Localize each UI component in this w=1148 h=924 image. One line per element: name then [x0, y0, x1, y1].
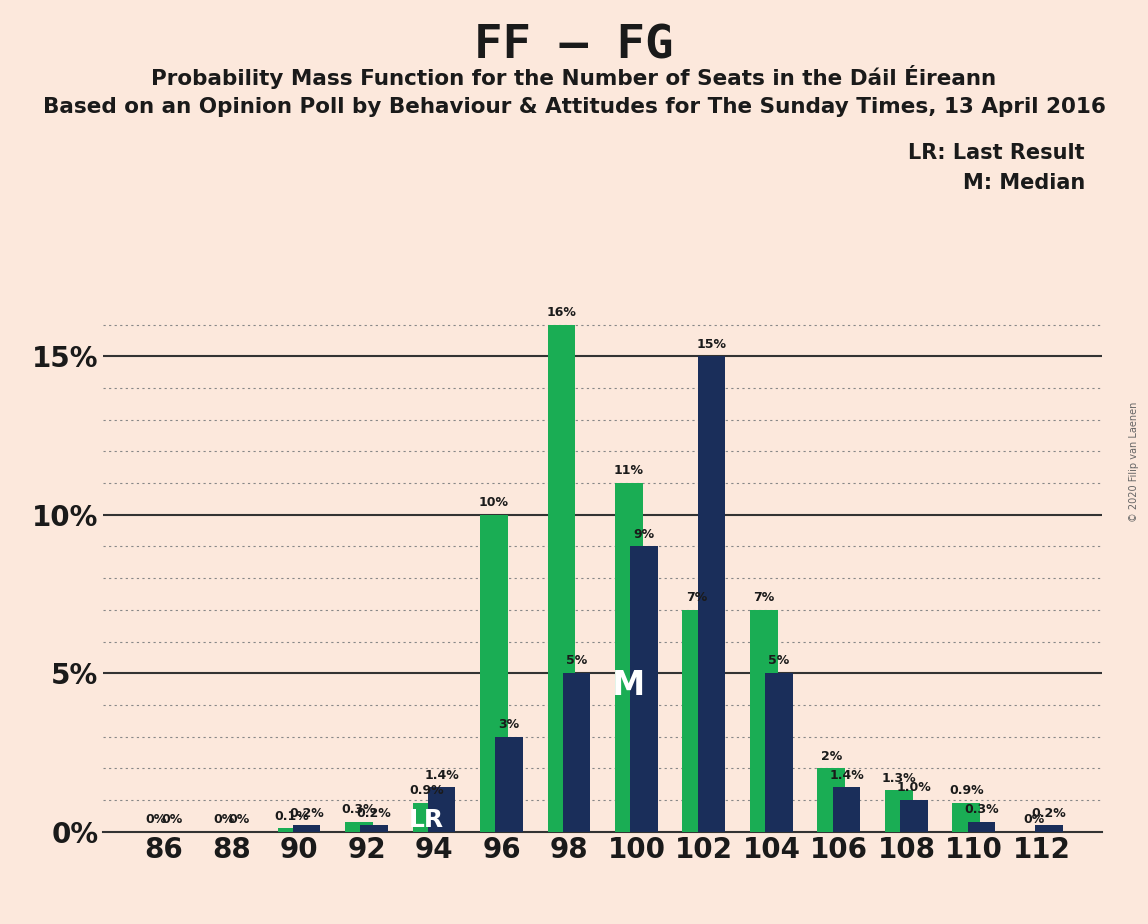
Text: 1.3%: 1.3% [882, 772, 916, 784]
Bar [615, 483, 643, 832]
Bar [750, 610, 777, 832]
Bar [293, 825, 320, 832]
Bar [495, 736, 522, 832]
Text: 5%: 5% [566, 654, 587, 667]
Text: 10%: 10% [479, 496, 509, 509]
Text: 5%: 5% [768, 654, 790, 667]
Text: 7%: 7% [685, 591, 707, 604]
Bar [698, 357, 726, 832]
Bar [766, 674, 793, 832]
Bar [563, 674, 590, 832]
Bar [953, 803, 980, 832]
Bar [832, 787, 860, 832]
Bar [900, 800, 928, 832]
Text: 0%: 0% [214, 813, 234, 826]
Text: M: Median: M: Median [963, 173, 1085, 193]
Text: 0.9%: 0.9% [409, 784, 444, 797]
Text: FF – FG: FF – FG [474, 23, 674, 68]
Text: 0.1%: 0.1% [274, 809, 309, 822]
Bar [360, 825, 388, 832]
Bar [428, 787, 456, 832]
Bar [548, 324, 575, 832]
Bar [346, 822, 373, 832]
Text: 2%: 2% [821, 749, 841, 762]
Text: 15%: 15% [697, 337, 727, 351]
Text: M: M [612, 669, 645, 701]
Bar [412, 803, 440, 832]
Text: 11%: 11% [614, 465, 644, 478]
Bar [480, 515, 507, 832]
Text: LR: LR [409, 808, 444, 832]
Text: 9%: 9% [634, 528, 654, 541]
Text: 0.2%: 0.2% [289, 807, 324, 820]
Text: 1.4%: 1.4% [829, 769, 863, 782]
Text: LR: Last Result: LR: Last Result [908, 143, 1085, 164]
Text: 7%: 7% [753, 591, 775, 604]
Text: 1.4%: 1.4% [425, 769, 459, 782]
Text: Probability Mass Function for the Number of Seats in the Dáil Éireann: Probability Mass Function for the Number… [152, 65, 996, 89]
Text: 3%: 3% [498, 718, 520, 731]
Bar [630, 546, 658, 832]
Text: 0.3%: 0.3% [342, 803, 377, 817]
Bar [1035, 825, 1063, 832]
Bar [885, 790, 913, 832]
Bar [278, 829, 305, 832]
Bar [968, 822, 995, 832]
Text: 16%: 16% [546, 306, 576, 319]
Text: Based on an Opinion Poll by Behaviour & Attitudes for The Sunday Times, 13 April: Based on an Opinion Poll by Behaviour & … [42, 97, 1106, 117]
Bar [817, 768, 845, 832]
Text: © 2020 Filip van Laenen: © 2020 Filip van Laenen [1128, 402, 1139, 522]
Text: 0%: 0% [161, 813, 183, 826]
Text: 1.0%: 1.0% [897, 781, 931, 795]
Text: 0.3%: 0.3% [964, 803, 999, 817]
Text: 0%: 0% [1023, 813, 1045, 826]
Text: 0.2%: 0.2% [357, 807, 391, 820]
Text: 0.2%: 0.2% [1032, 807, 1066, 820]
Text: 0%: 0% [228, 813, 250, 826]
Text: 0.9%: 0.9% [949, 784, 984, 797]
Text: 0%: 0% [146, 813, 168, 826]
Bar [683, 610, 711, 832]
